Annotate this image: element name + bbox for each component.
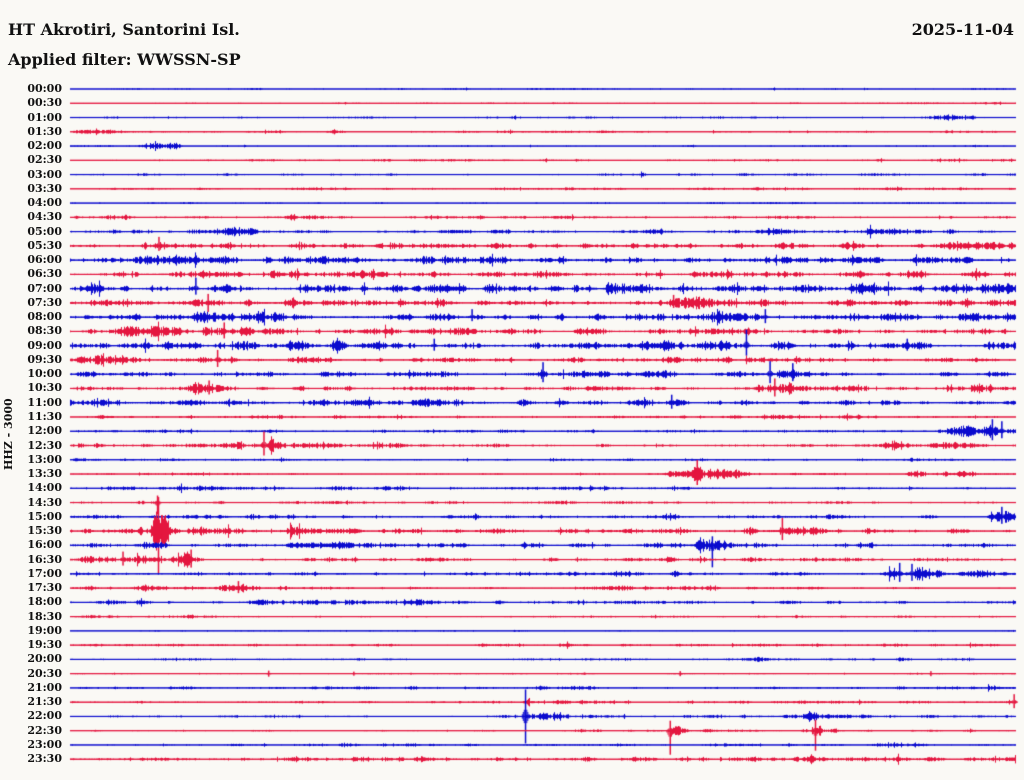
time-label: 13:00 xyxy=(27,452,62,466)
time-label: 19:30 xyxy=(27,638,62,652)
time-label: 09:30 xyxy=(27,352,62,366)
time-label: 01:00 xyxy=(27,110,62,124)
time-label: 02:00 xyxy=(27,139,62,153)
time-label: 20:30 xyxy=(27,666,62,680)
time-label: 06:00 xyxy=(27,253,62,267)
time-label: 01:30 xyxy=(27,124,62,138)
time-label: 06:30 xyxy=(27,267,62,281)
time-label: 04:30 xyxy=(27,210,62,224)
time-label: 05:30 xyxy=(27,238,62,252)
time-label: 12:00 xyxy=(27,424,62,438)
time-label: 21:00 xyxy=(27,680,62,694)
time-label: 14:00 xyxy=(27,481,62,495)
time-label: 16:30 xyxy=(27,552,62,566)
time-label: 19:00 xyxy=(27,623,62,637)
time-label: 23:00 xyxy=(27,737,62,751)
time-label: 11:30 xyxy=(27,409,62,423)
time-label: 12:30 xyxy=(27,438,62,452)
time-label: 18:30 xyxy=(27,609,62,623)
time-label: 13:30 xyxy=(27,467,62,481)
station-title: HT Akrotiri, Santorini Isl. xyxy=(8,20,240,39)
time-label: 00:00 xyxy=(27,82,62,95)
time-label: 14:30 xyxy=(27,495,62,509)
time-label: 07:30 xyxy=(27,295,62,309)
time-label: 21:30 xyxy=(27,695,62,709)
time-label: 10:00 xyxy=(27,367,62,381)
time-label: 23:30 xyxy=(27,752,62,766)
time-label: 18:00 xyxy=(27,595,62,609)
time-label: 16:00 xyxy=(27,538,62,552)
time-label: 04:00 xyxy=(27,196,62,210)
time-label: 08:30 xyxy=(27,324,62,338)
time-label: 17:00 xyxy=(27,566,62,580)
time-label: 00:30 xyxy=(27,96,62,110)
time-label: 02:30 xyxy=(27,153,62,167)
applied-filter-label: Applied filter: WWSSN-SP xyxy=(8,50,241,69)
time-label: 17:30 xyxy=(27,581,62,595)
time-label: 22:30 xyxy=(27,723,62,737)
time-label: 10:30 xyxy=(27,381,62,395)
time-label: 11:00 xyxy=(27,395,62,409)
time-label: 08:00 xyxy=(27,310,62,324)
time-label: 15:30 xyxy=(27,524,62,538)
time-label: 22:00 xyxy=(27,709,62,723)
time-label: 15:00 xyxy=(27,509,62,523)
plot-date: 2025-11-04 xyxy=(911,20,1014,39)
time-label: 09:00 xyxy=(27,338,62,352)
time-label: 03:00 xyxy=(27,167,62,181)
time-label: 07:00 xyxy=(27,281,62,295)
time-label: 20:00 xyxy=(27,652,62,666)
time-label: 03:30 xyxy=(27,181,62,195)
time-label: 05:00 xyxy=(27,224,62,238)
